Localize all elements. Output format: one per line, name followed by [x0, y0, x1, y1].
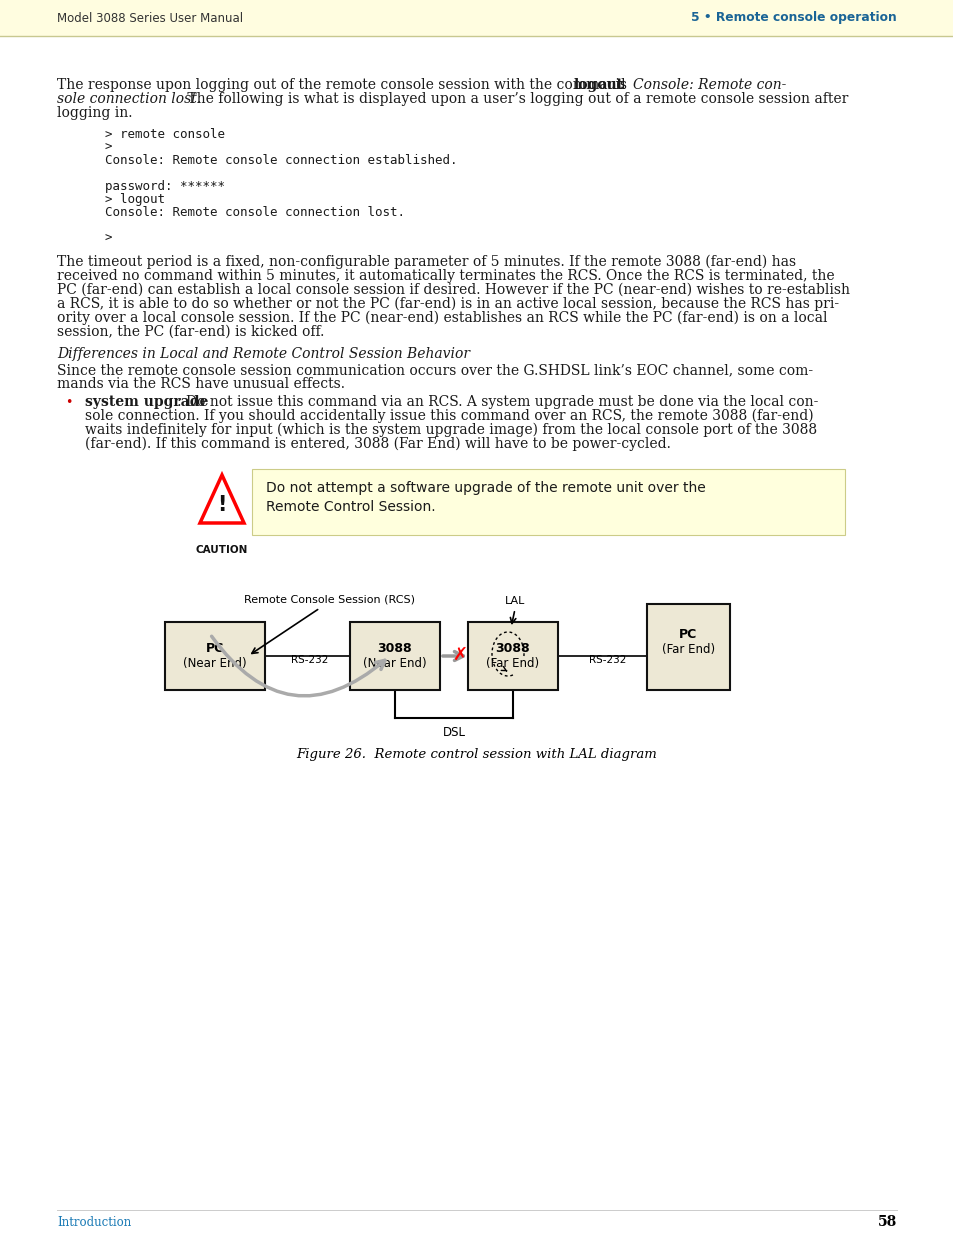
Text: Remote Console Session (RCS): Remote Console Session (RCS)	[244, 594, 416, 604]
Text: Console: Remote con-: Console: Remote con-	[633, 78, 785, 91]
Bar	[350, 622, 439, 690]
Text: PC (far-end) can establish a local console session if desired. However if the PC: PC (far-end) can establish a local conso…	[57, 283, 849, 296]
FancyArrowPatch shape	[442, 652, 463, 661]
Text: 5 • Remote console operation: 5 • Remote console operation	[691, 11, 896, 25]
Text: 58: 58	[877, 1215, 896, 1229]
Text: 3088: 3088	[496, 641, 530, 655]
Text: > remote console: > remote console	[105, 128, 225, 141]
Text: LAL: LAL	[504, 597, 525, 606]
Text: password: ******: password: ******	[105, 180, 225, 193]
Polygon shape	[200, 475, 244, 522]
Text: session, the PC (far-end) is kicked off.: session, the PC (far-end) is kicked off.	[57, 325, 324, 338]
Text: Differences in Local and Remote Control Session Behavior: Differences in Local and Remote Control …	[57, 347, 470, 361]
Text: (Far End): (Far End)	[486, 657, 539, 671]
FancyArrowPatch shape	[212, 636, 384, 695]
Text: •: •	[65, 396, 72, 409]
Text: RS-232: RS-232	[291, 655, 329, 664]
Text: : Do not issue this command via an RCS. A system upgrade must be done via the lo: : Do not issue this command via an RCS. …	[177, 395, 818, 409]
Bar	[468, 622, 558, 690]
Text: ✗: ✗	[452, 646, 467, 664]
Text: >: >	[105, 141, 112, 154]
Text: PC: PC	[679, 627, 697, 641]
Text: >: >	[105, 232, 112, 245]
Text: Introduction: Introduction	[57, 1215, 132, 1229]
Text: sole connection lost.: sole connection lost.	[57, 91, 201, 106]
Text: received no command within 5 minutes, it automatically terminates the RCS. Once : received no command within 5 minutes, it…	[57, 269, 834, 283]
Text: a RCS, it is able to do so whether or not the PC (far-end) is in an active local: a RCS, it is able to do so whether or no…	[57, 296, 839, 311]
Bar	[165, 622, 265, 690]
Text: Model 3088 Series User Manual: Model 3088 Series User Manual	[57, 11, 243, 25]
Bar	[646, 604, 729, 690]
Text: sole connection. If you should accidentally issue this command over an RCS, the : sole connection. If you should accidenta…	[85, 409, 813, 424]
Text: DSL: DSL	[442, 726, 465, 739]
Text: logging in.: logging in.	[57, 106, 132, 120]
Text: Do not attempt a software upgrade of the remote unit over the: Do not attempt a software upgrade of the…	[266, 480, 705, 495]
Text: waits indefinitely for input (which is the system upgrade image) from the local : waits indefinitely for input (which is t…	[85, 424, 817, 437]
Text: !: !	[217, 495, 227, 515]
Text: Console: Remote console connection lost.: Console: Remote console connection lost.	[105, 206, 405, 219]
Text: (Near End): (Near End)	[183, 657, 247, 671]
Text: (Far End): (Far End)	[661, 643, 715, 657]
Text: The response upon logging out of the remote console session with the command: The response upon logging out of the rem…	[57, 78, 629, 91]
Bar	[252, 469, 844, 535]
Text: logout: logout	[574, 78, 623, 91]
Text: 3088: 3088	[377, 641, 412, 655]
Bar	[0, 0, 953, 36]
Text: Figure 26.  Remote control session with LAL diagram: Figure 26. Remote control session with L…	[296, 748, 657, 761]
Text: The timeout period is a fixed, non-configurable parameter of 5 minutes. If the r: The timeout period is a fixed, non-confi…	[57, 254, 796, 269]
Text: RS-232: RS-232	[589, 655, 626, 664]
Text: > logout: > logout	[105, 193, 165, 206]
Text: The following is what is displayed upon a user’s logging out of a remote console: The following is what is displayed upon …	[183, 91, 847, 106]
Text: (far-end). If this command is entered, 3088 (Far End) will have to be power-cycl: (far-end). If this command is entered, 3…	[85, 437, 670, 451]
Text: is: is	[610, 78, 631, 91]
Text: Console: Remote console connection established.: Console: Remote console connection estab…	[105, 154, 457, 167]
Text: CAUTION: CAUTION	[195, 545, 248, 555]
Text: PC: PC	[206, 641, 224, 655]
Text: Since the remote console session communication occurs over the G.SHDSL link’s EO: Since the remote console session communi…	[57, 363, 812, 377]
Text: mands via the RCS have unusual effects.: mands via the RCS have unusual effects.	[57, 377, 345, 391]
Text: ority over a local console session. If the PC (near-end) establishes an RCS whil: ority over a local console session. If t…	[57, 311, 826, 325]
Text: (Near End): (Near End)	[363, 657, 426, 671]
Text: system upgrade: system upgrade	[85, 395, 208, 409]
Text: Remote Control Session.: Remote Control Session.	[266, 500, 436, 514]
